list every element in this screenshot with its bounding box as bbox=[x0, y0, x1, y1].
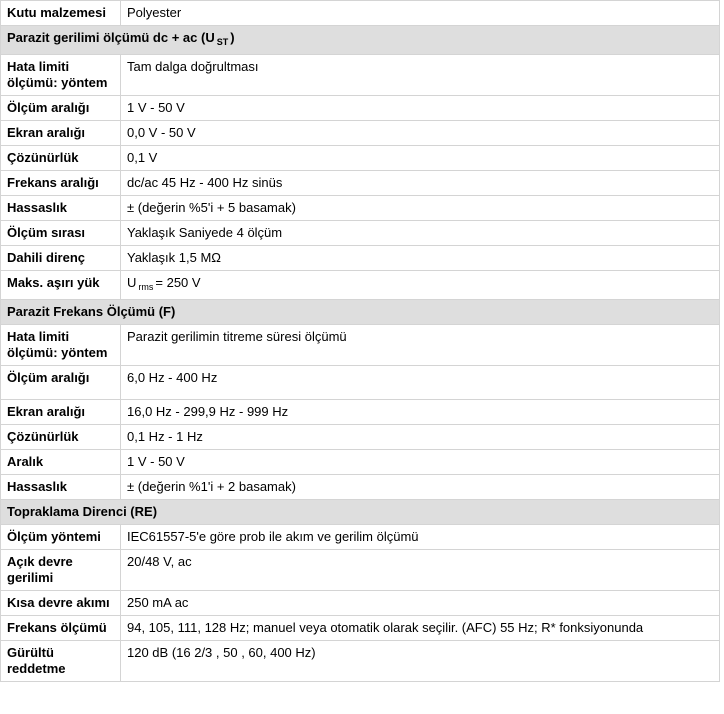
spec-value: 6,0 Hz - 400 Hz bbox=[120, 365, 720, 400]
spec-label: Kısa devre akımı bbox=[0, 590, 121, 616]
spec-row: Frekans ölçümü 94, 105, 111, 128 Hz; manu… bbox=[0, 615, 720, 641]
spec-value: ± (değerin %5'i + 5 basamak) bbox=[120, 195, 720, 221]
section-title: Parazit Frekans Ölçümü (F) bbox=[0, 299, 720, 325]
spec-row: Ölçüm aralığı 1 V - 50 V bbox=[0, 95, 720, 121]
spec-label: Açık devre gerilimi bbox=[0, 549, 121, 591]
spec-row: Hassaslık ± (değerin %5'i + 5 basamak) bbox=[0, 195, 720, 221]
spec-row: Hassaslık ± (değerin %1'i + 2 basamak) bbox=[0, 474, 720, 500]
spec-value: 1 V - 50 V bbox=[120, 449, 720, 475]
spec-value: Parazit gerilimin titreme süresi ölçümü bbox=[120, 324, 720, 366]
spec-row: Ölçüm yöntemi IEC61557-5'e göre prob ile … bbox=[0, 524, 720, 550]
spec-label: Ölçüm aralığı bbox=[0, 365, 121, 400]
section-title: Parazit gerilimi ölçümü dc + ac (U ST) bbox=[0, 25, 720, 55]
spec-row: Gürültü reddetme 120 dB (16 2/3 , 50 , 60… bbox=[0, 640, 720, 682]
spec-row: Aralık 1 V - 50 V bbox=[0, 449, 720, 475]
section-header: Topraklama Direnci (RE) bbox=[0, 499, 720, 525]
spec-row: Çözünürlük 0,1 V bbox=[0, 145, 720, 171]
section-header: Parazit Frekans Ölçümü (F) bbox=[0, 299, 720, 325]
spec-row: Açık devre gerilimi 20/48 V, ac bbox=[0, 549, 720, 591]
spec-value: IEC61557-5'e göre prob ile akım ve geril… bbox=[120, 524, 720, 550]
spec-row: Hata limiti ölçümü: yöntem Tam dalga doğr… bbox=[0, 54, 720, 96]
spec-value: 0,1 Hz - 1 Hz bbox=[120, 424, 720, 450]
text: U bbox=[127, 275, 137, 290]
spec-label: Ölçüm sırası bbox=[0, 220, 121, 246]
spec-label: Çözünürlük bbox=[0, 424, 121, 450]
spec-value: 120 dB (16 2/3 , 50 , 60, 400 Hz) bbox=[120, 640, 720, 682]
spec-row: Kutu malzemesi Polyester bbox=[0, 0, 720, 26]
spec-label: Ekran aralığı bbox=[0, 399, 121, 425]
spec-label: Hassaslık bbox=[0, 195, 121, 221]
spec-value: 250 mA ac bbox=[120, 590, 720, 616]
spec-label: Gürültü reddetme bbox=[0, 640, 121, 682]
text: ) bbox=[230, 30, 235, 45]
subscript: ST bbox=[216, 37, 229, 47]
spec-label: Frekans aralığı bbox=[0, 170, 121, 196]
text: Parazit gerilimi ölçümü dc + ac (U bbox=[7, 30, 215, 45]
spec-label: Hata limiti ölçümü: yöntem bbox=[0, 324, 121, 366]
text: Parazit Frekans Ölçümü (F) bbox=[7, 304, 176, 319]
spec-row: Hata limiti ölçümü: yöntem Parazit gerili… bbox=[0, 324, 720, 366]
spec-table: Kutu malzemesi Polyester Parazit gerilimi … bbox=[0, 0, 720, 682]
spec-row: Ekran aralığı 16,0 Hz - 299,9 Hz - 999 Hz bbox=[0, 399, 720, 425]
section-header: Parazit gerilimi ölçümü dc + ac (U ST) bbox=[0, 25, 720, 55]
spec-value: 20/48 V, ac bbox=[120, 549, 720, 591]
section-title: Topraklama Direnci (RE) bbox=[0, 499, 720, 525]
spec-row: Dahili direnç Yaklaşık 1,5 MΩ bbox=[0, 245, 720, 271]
spec-label: Frekans ölçümü bbox=[0, 615, 121, 641]
spec-label: Ekran aralığı bbox=[0, 120, 121, 146]
spec-row: Ölçüm aralığı 6,0 Hz - 400 Hz bbox=[0, 365, 720, 400]
spec-label: Maks. aşırı yük bbox=[0, 270, 121, 300]
spec-value: Yaklaşık Saniyede 4 ölçüm bbox=[120, 220, 720, 246]
spec-row: Çözünürlük 0,1 Hz - 1 Hz bbox=[0, 424, 720, 450]
spec-label: Kutu malzemesi bbox=[0, 0, 121, 26]
text: Topraklama Direnci (RE) bbox=[7, 504, 158, 519]
spec-value: 1 V - 50 V bbox=[120, 95, 720, 121]
spec-label: Ölçüm yöntemi bbox=[0, 524, 121, 550]
spec-label: Aralık bbox=[0, 449, 121, 475]
spec-value: 94, 105, 111, 128 Hz; manuel veya otomat… bbox=[120, 615, 720, 641]
spec-label: Çözünürlük bbox=[0, 145, 121, 171]
spec-value: Tam dalga doğrultması bbox=[120, 54, 720, 96]
spec-value: Polyester bbox=[120, 0, 720, 26]
spec-value: 0,0 V - 50 V bbox=[120, 120, 720, 146]
spec-label: Hassaslık bbox=[0, 474, 121, 500]
subscript: rms bbox=[138, 282, 154, 292]
spec-value: 0,1 V bbox=[120, 145, 720, 171]
spec-row: Ekran aralığı 0,0 V - 50 V bbox=[0, 120, 720, 146]
spec-label: Hata limiti ölçümü: yöntem bbox=[0, 54, 121, 96]
spec-value: 16,0 Hz - 299,9 Hz - 999 Hz bbox=[120, 399, 720, 425]
spec-label: Ölçüm aralığı bbox=[0, 95, 121, 121]
spec-value: Yaklaşık 1,5 MΩ bbox=[120, 245, 720, 271]
spec-row: Kısa devre akımı 250 mA ac bbox=[0, 590, 720, 616]
text: = 250 V bbox=[155, 275, 201, 290]
spec-value: dc/ac 45 Hz - 400 Hz sinüs bbox=[120, 170, 720, 196]
spec-row: Ölçüm sırası Yaklaşık Saniyede 4 ölçüm bbox=[0, 220, 720, 246]
spec-value: ± (değerin %1'i + 2 basamak) bbox=[120, 474, 720, 500]
spec-row: Frekans aralığı dc/ac 45 Hz - 400 Hz sinü… bbox=[0, 170, 720, 196]
spec-label: Dahili direnç bbox=[0, 245, 121, 271]
